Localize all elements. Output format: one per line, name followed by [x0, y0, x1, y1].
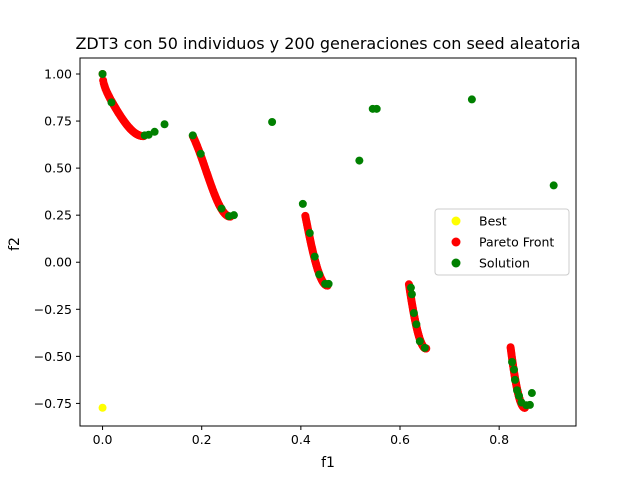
y-axis-ticks: −0.75 −0.50 −0.25 0.00 0.25 0.50 0.75 1.00	[34, 67, 80, 411]
solution-point	[406, 283, 415, 292]
solution-point	[188, 131, 197, 140]
plot-area	[79, 57, 577, 427]
solution-point	[415, 337, 424, 346]
solution-point	[160, 120, 169, 129]
y-axis-label: f2	[7, 237, 23, 251]
x-tick-label: 0.2	[192, 432, 212, 447]
x-axis-ticks: 0.0 0.2 0.4 0.6 0.8	[93, 426, 509, 447]
y-tick-label: 0.75	[44, 114, 72, 129]
solution-point	[196, 149, 205, 158]
x-axis-label: f1	[321, 455, 335, 471]
solution-point	[150, 127, 159, 136]
y-tick-label: 1.00	[44, 67, 72, 82]
solution-point	[514, 391, 523, 400]
x-tick-label: 0.8	[489, 432, 509, 447]
x-tick-label: 0.6	[390, 432, 410, 447]
best-point	[98, 403, 107, 412]
solution-point	[98, 70, 107, 78]
solution-point	[420, 343, 429, 352]
solution-point	[298, 199, 307, 208]
solution-point	[310, 252, 319, 261]
series-solution	[98, 70, 558, 410]
legend-marker	[451, 237, 461, 247]
solution-point	[305, 229, 314, 238]
legend-label: Pareto Front	[479, 235, 554, 250]
solution-point	[372, 104, 381, 113]
solution-point	[467, 95, 476, 104]
solution-point	[511, 375, 520, 384]
solution-point	[412, 320, 421, 329]
legend-marker	[451, 258, 461, 268]
solution-point	[409, 309, 418, 318]
solution-point	[217, 204, 226, 213]
y-tick-label: −0.25	[34, 302, 72, 317]
solution-point	[525, 400, 534, 409]
solution-point	[508, 358, 517, 366]
y-tick-label: 0.50	[44, 161, 72, 176]
solution-point	[527, 389, 536, 398]
y-tick-label: −0.50	[34, 349, 72, 364]
solution-point	[315, 270, 324, 279]
solution-point	[324, 279, 333, 288]
x-tick-label: 0.4	[291, 432, 311, 447]
axes-frame	[79, 57, 577, 427]
y-tick-label: 0.00	[44, 255, 72, 270]
legend: Best Pareto Front Solution	[434, 208, 570, 276]
solution-point	[510, 365, 519, 374]
solution-point	[549, 181, 558, 190]
x-tick-label: 0.0	[93, 432, 113, 447]
solution-point	[107, 98, 116, 107]
solution-point	[144, 130, 153, 139]
y-tick-label: 0.25	[44, 208, 72, 223]
series-best	[98, 403, 107, 412]
legend-label: Best	[479, 214, 507, 229]
legend-marker	[451, 216, 461, 226]
y-tick-label: −0.75	[34, 396, 72, 411]
solution-point	[268, 118, 277, 126]
legend-box	[434, 208, 570, 276]
chart-title: ZDT3 con 50 individuos y 200 generacione…	[75, 34, 580, 53]
legend-label: Solution	[479, 256, 530, 271]
solution-point	[355, 156, 364, 165]
solution-point	[407, 290, 416, 299]
solution-point	[229, 211, 238, 220]
